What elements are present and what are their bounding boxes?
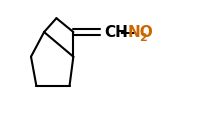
Text: NO: NO	[128, 25, 154, 40]
Text: 2: 2	[139, 33, 147, 43]
Text: CH: CH	[104, 25, 128, 40]
Text: —: —	[119, 25, 135, 40]
